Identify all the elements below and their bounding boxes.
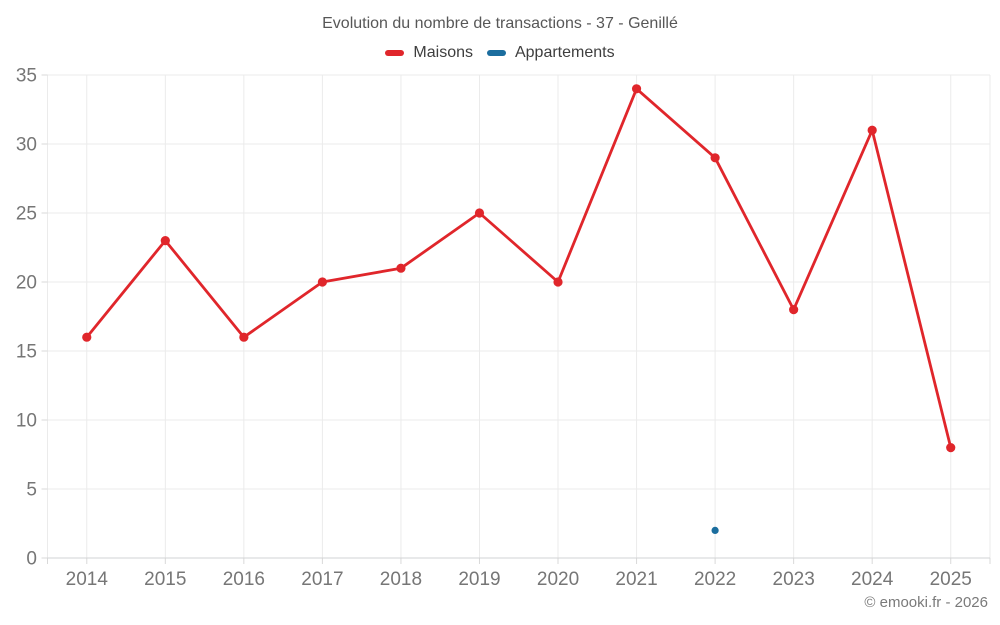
x-tick-label: 2024: [851, 569, 894, 590]
point-maisons-2017[interactable]: [317, 277, 327, 287]
legend-item-maisons[interactable]: Maisons: [385, 44, 473, 62]
point-maisons-2020[interactable]: [553, 277, 563, 287]
x-tick-label: 2015: [144, 569, 186, 590]
x-tick-label: 2019: [458, 569, 500, 590]
appartements-series-swatch-icon: [486, 50, 506, 56]
legend-label: Maisons: [413, 44, 473, 61]
point-maisons-2018[interactable]: [396, 263, 406, 273]
point-maisons-2021[interactable]: [631, 84, 642, 94]
y-tick-label: 0: [26, 549, 37, 570]
maisons-series-swatch-icon: [385, 50, 405, 56]
chart-legend: Maisons Appartements: [0, 43, 1000, 63]
x-tick-label: 2022: [694, 569, 736, 590]
y-tick-label: 20: [16, 273, 37, 294]
x-tick-label: 2017: [301, 569, 343, 590]
point-appartements-2022[interactable]: [711, 526, 719, 535]
y-tick-label: 15: [16, 342, 37, 363]
y-tick-label: 35: [16, 66, 37, 87]
x-tick-label: 2025: [930, 569, 972, 590]
x-tick-label: 2023: [773, 569, 815, 590]
point-maisons-2023[interactable]: [789, 305, 799, 315]
x-tick-label: 2020: [537, 569, 579, 590]
y-tick-label: 10: [16, 411, 37, 432]
series-line-maisons: [85, 87, 953, 450]
point-maisons-2016[interactable]: [239, 332, 249, 342]
point-maisons-2024[interactable]: [867, 125, 877, 135]
x-tick-label: 2018: [380, 569, 422, 590]
x-tick-label: 2014: [66, 569, 109, 590]
point-maisons-2019[interactable]: [474, 208, 485, 218]
legend-item-appartements[interactable]: Appartements: [486, 44, 615, 62]
point-maisons-2015[interactable]: [160, 236, 170, 246]
point-maisons-2014[interactable]: [82, 332, 92, 342]
chart-title: Evolution du nombre de transactions - 37…: [322, 15, 678, 32]
copyright: © emooki.fr - 2026: [864, 594, 988, 611]
y-tick-label: 25: [16, 204, 37, 225]
y-tick-label: 30: [16, 135, 37, 156]
point-maisons-2025[interactable]: [946, 443, 956, 453]
y-tick-label: 5: [26, 480, 37, 501]
legend-label: Appartements: [514, 44, 615, 61]
x-tick-label: 2021: [615, 569, 657, 590]
point-maisons-2022[interactable]: [710, 153, 720, 163]
x-tick-label: 2016: [223, 569, 265, 590]
